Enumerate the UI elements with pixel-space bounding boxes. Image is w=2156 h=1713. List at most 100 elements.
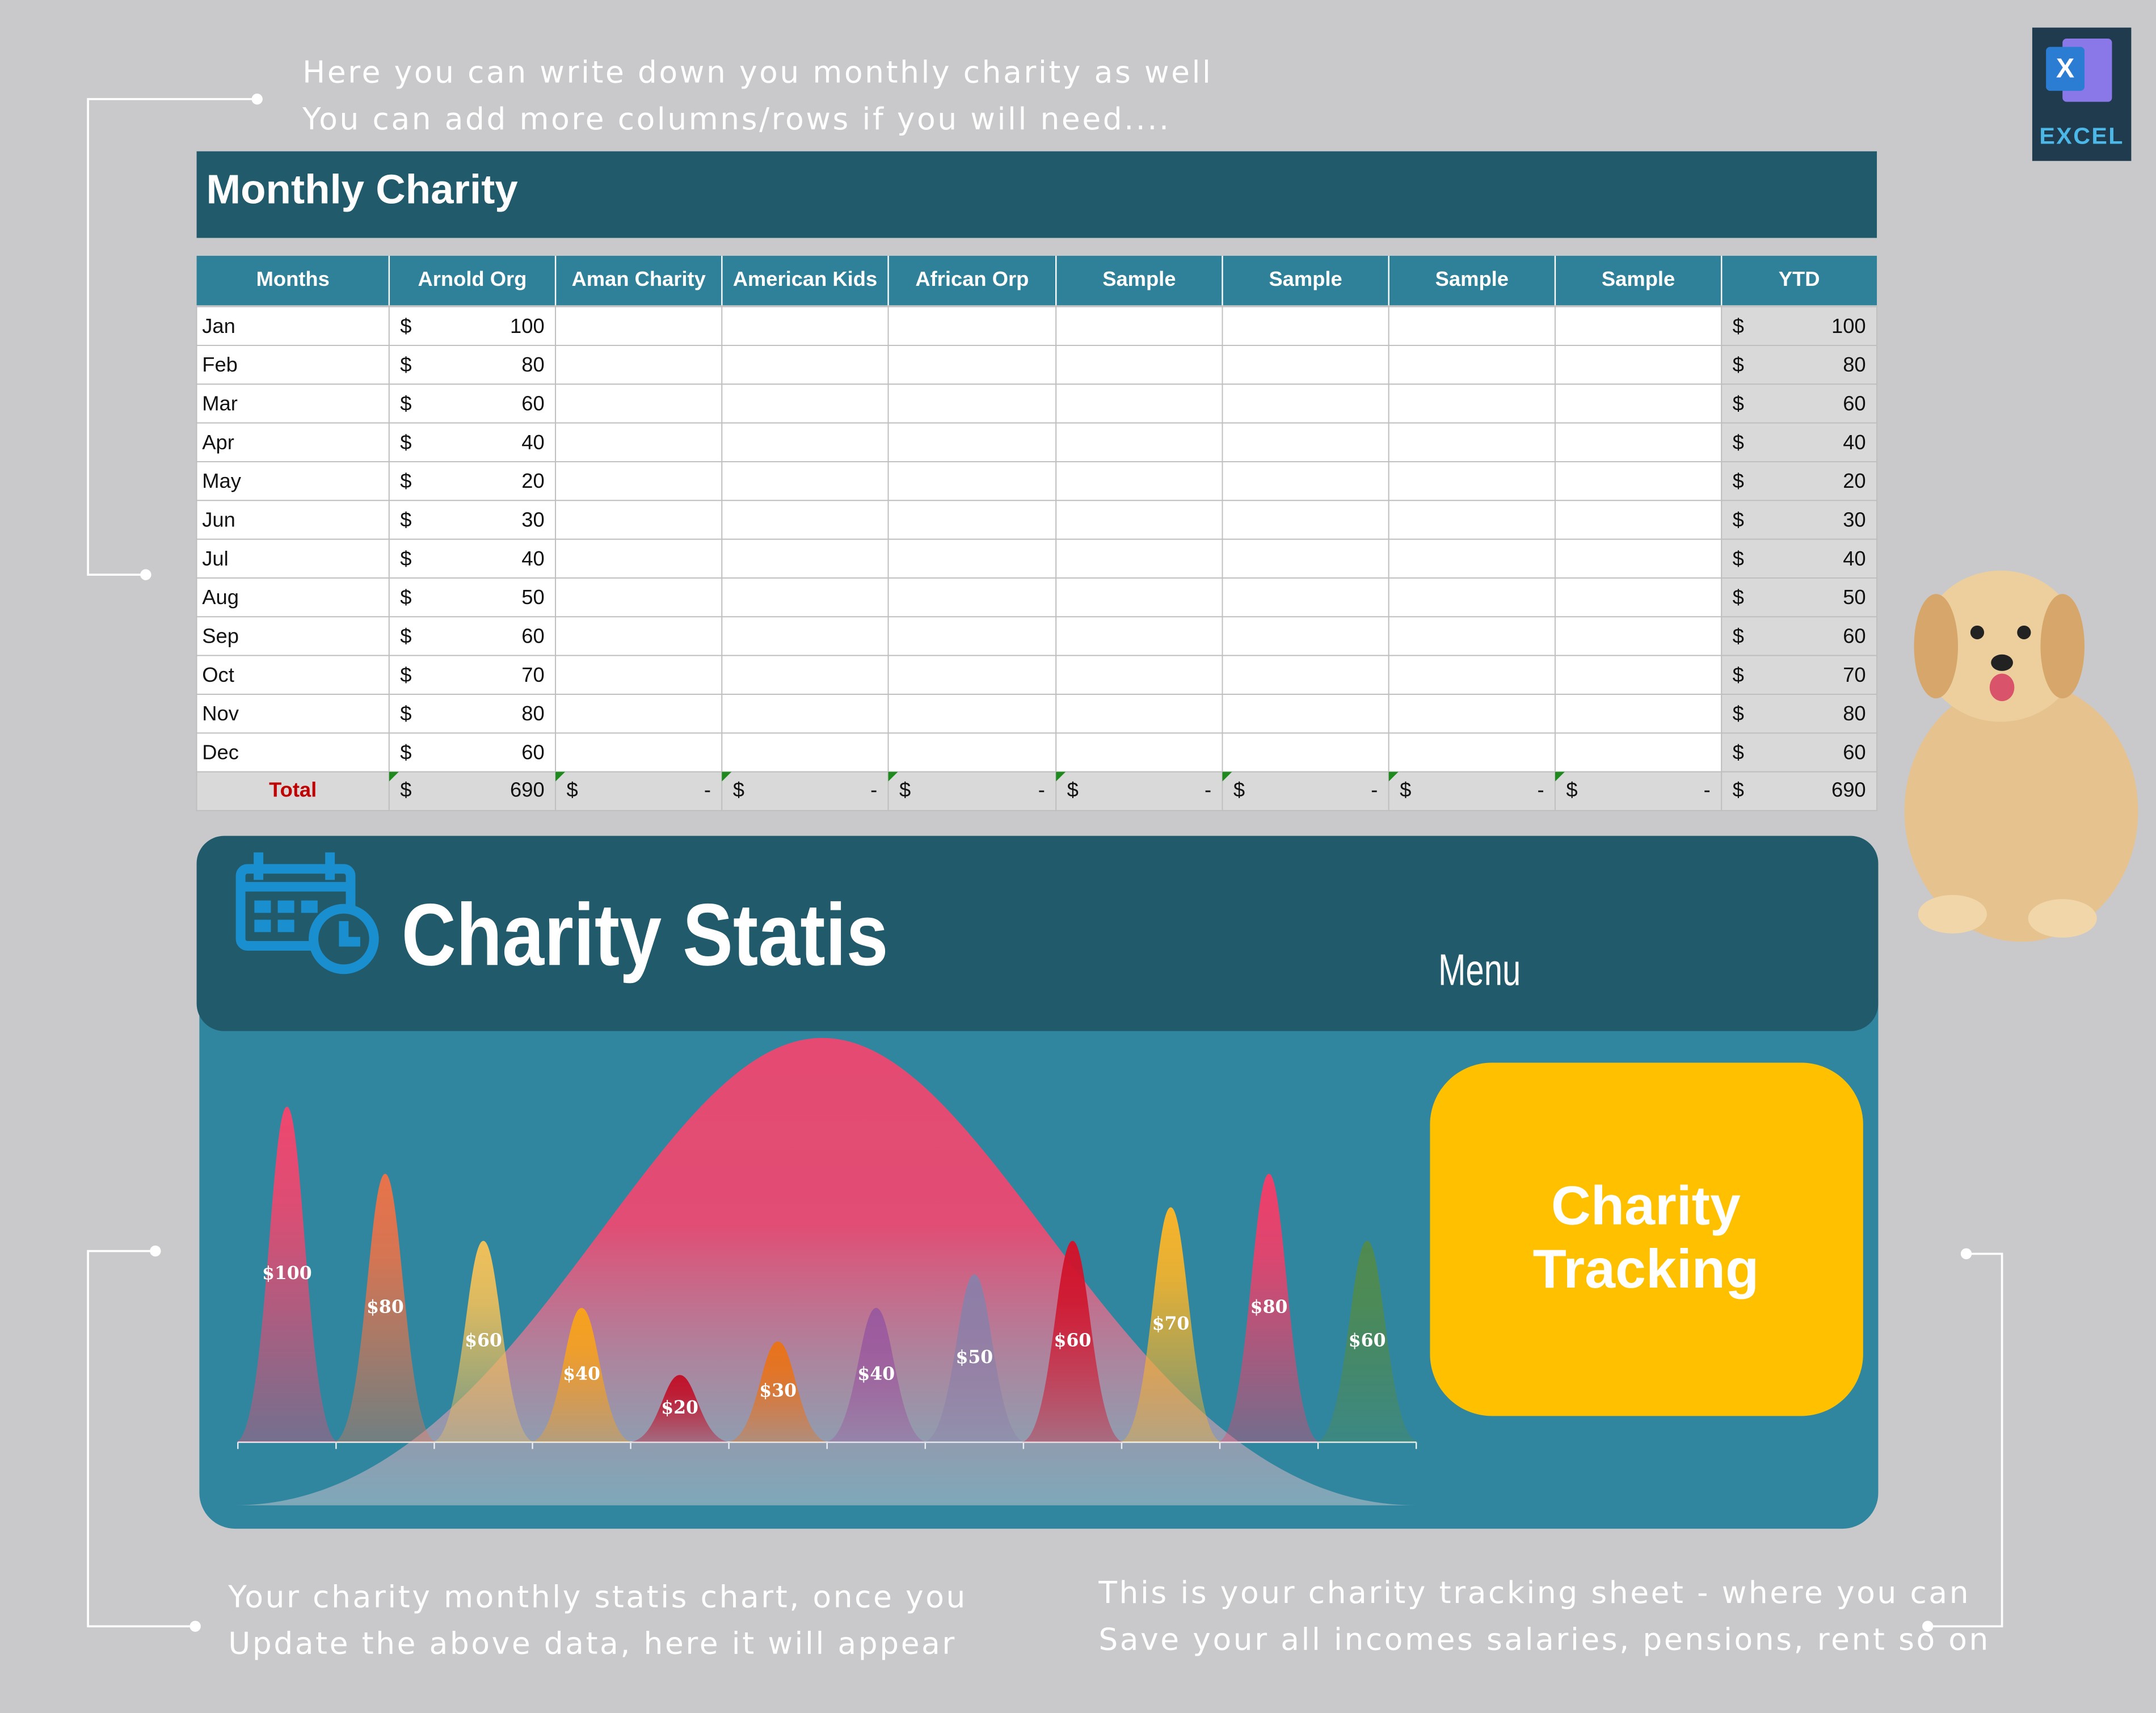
- currency: $: [1733, 625, 1744, 648]
- cell-background: [721, 577, 889, 618]
- cell-background: [1554, 500, 1723, 540]
- currency: $: [1733, 702, 1744, 725]
- column-header: Sample: [1102, 267, 1176, 290]
- cell-background: [555, 616, 723, 656]
- cell-background: [1388, 694, 1556, 734]
- month: Aug: [202, 585, 239, 609]
- currency: $: [1733, 391, 1744, 415]
- currency: $: [1233, 778, 1245, 801]
- currency: $: [400, 508, 411, 531]
- cell-value: 80: [521, 353, 544, 376]
- cell-background: [388, 732, 557, 773]
- cell-background: [388, 500, 557, 540]
- cell-background: [1222, 732, 1389, 773]
- month: Feb: [202, 353, 238, 376]
- button-text[interactable]: Charity: [1551, 1174, 1741, 1236]
- cell-background: [721, 616, 889, 656]
- currency: $: [1733, 353, 1744, 376]
- cell-background: [1222, 383, 1389, 424]
- cell-background: [1721, 306, 1878, 346]
- cell-background: [555, 306, 723, 346]
- cell-background: [721, 732, 889, 773]
- cell-background: [887, 616, 1057, 656]
- currency: $: [1733, 547, 1744, 570]
- button-background[interactable]: [1430, 1062, 1863, 1416]
- data-label: $60: [1054, 1330, 1092, 1351]
- table: Months Arnold Org Aman Charity American Kid…: [196, 255, 1878, 812]
- cell-value: -: [1704, 778, 1711, 801]
- cell-background: [887, 306, 1057, 346]
- table-title: Monthly Charity: [207, 167, 519, 213]
- month: May: [202, 469, 241, 492]
- menu-label: Menu: [1438, 946, 1521, 994]
- dashboard-title: Charity Statis: [402, 885, 888, 984]
- cell-value: 40: [1843, 431, 1866, 454]
- calendar-icon: [235, 852, 379, 974]
- cell-background: [555, 771, 723, 812]
- cell-value: 70: [1843, 663, 1866, 686]
- icon-label: EXCEL: [2039, 123, 2124, 149]
- cell-background: [555, 422, 723, 462]
- cell-background: [887, 461, 1057, 501]
- cell-background: [196, 306, 390, 346]
- cell-background: [1222, 655, 1389, 695]
- cell-background: [721, 383, 889, 424]
- cell-marker: [1056, 771, 1066, 782]
- bracket: [87, 1250, 196, 1627]
- cell-background: [1222, 422, 1389, 462]
- table-title-bar: [196, 151, 1877, 238]
- cell-value: 40: [521, 431, 544, 454]
- cell-value: 60: [1843, 391, 1866, 415]
- month: Sep: [202, 625, 239, 648]
- header-row: [196, 255, 1877, 306]
- cell-marker: [1555, 771, 1565, 782]
- currency: $: [400, 778, 411, 801]
- caption: Save your all incomes salaries, pensions…: [1098, 1622, 1990, 1657]
- cell-background: [1721, 616, 1878, 656]
- cell-value: 20: [521, 469, 544, 492]
- data-label: $30: [759, 1380, 797, 1401]
- cell-background: [1388, 771, 1556, 812]
- cell-background: [1721, 461, 1878, 501]
- cell-background: [1388, 538, 1556, 579]
- dot: [1922, 1621, 1934, 1632]
- cell-background: [1055, 655, 1223, 695]
- button-text[interactable]: Tracking: [1533, 1238, 1759, 1299]
- cell-background: [1388, 306, 1556, 346]
- cell-background: [1554, 577, 1723, 618]
- column-header: American Kids: [733, 267, 877, 290]
- cell-background: [1055, 577, 1223, 618]
- background-curve: [233, 1037, 1417, 1505]
- cell-background: [887, 344, 1057, 385]
- cell-background: [1388, 344, 1556, 385]
- cell-background: [555, 344, 723, 385]
- cell-background: [1721, 344, 1878, 385]
- excel-icon: X EXCEL: [2032, 27, 2132, 161]
- tracking-button[interactable]: Charity Tracking: [1430, 1062, 1863, 1416]
- cell-background: [1554, 732, 1723, 773]
- month: Mar: [202, 391, 238, 415]
- cell-marker: [722, 771, 732, 782]
- cell-background: [721, 500, 889, 540]
- cell-background: [196, 616, 390, 656]
- peak: [628, 1375, 732, 1442]
- caption: This is your charity tracking sheet - wh…: [1098, 1575, 1970, 1610]
- cell-background: [1055, 732, 1223, 773]
- cell-marker: [1222, 771, 1232, 782]
- cell-background: [196, 655, 390, 695]
- month: Apr: [202, 431, 234, 454]
- cell-background: [388, 383, 557, 424]
- cell-background: [887, 577, 1057, 618]
- cell-background: [1554, 344, 1723, 385]
- cell-background: [1554, 616, 1723, 656]
- cell-background: [721, 461, 889, 501]
- cell-background: [196, 694, 390, 734]
- cell-background: [1222, 694, 1389, 734]
- dot: [1960, 1248, 1972, 1260]
- month: Oct: [202, 663, 234, 686]
- currency: $: [1566, 778, 1577, 801]
- cell-background: [1222, 538, 1389, 579]
- cell-value: -: [870, 778, 877, 801]
- dot: [150, 1245, 161, 1257]
